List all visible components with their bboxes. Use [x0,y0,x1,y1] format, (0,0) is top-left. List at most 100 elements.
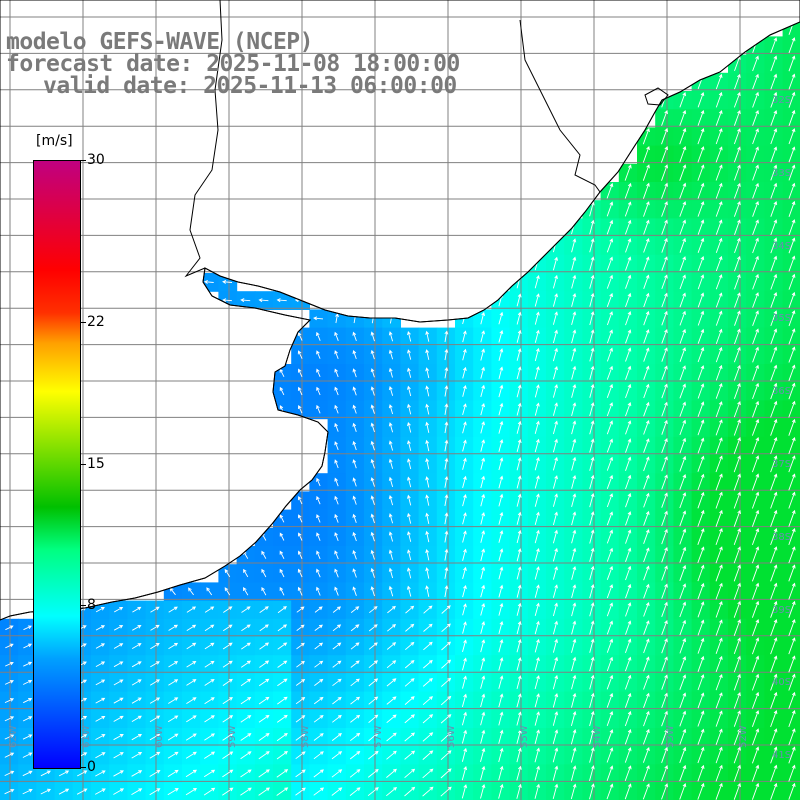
wind-arrow [770,619,778,637]
wind-arrow [589,583,595,599]
wind-arrow [480,511,486,525]
wind-arrow [441,623,451,633]
wind-arrow [534,620,540,635]
wind-arrow [295,678,306,686]
wind-arrow [407,458,412,470]
wind-arrow [589,347,595,362]
wind-arrow [534,693,540,708]
wind-arrow [279,586,285,596]
wind-arrow [661,728,668,745]
wind-arrow [715,582,723,600]
wind-arrow [751,655,760,673]
wind-arrow [313,751,324,760]
wind-arrow [350,642,360,650]
wind-arrow [697,328,705,344]
wind-arrow [204,624,215,632]
wind-arrow [352,513,357,523]
wind-arrow [480,457,486,470]
wind-arrow [752,146,759,163]
wind-arrow [295,769,306,778]
wind-arrow [76,788,88,795]
wind-arrow [715,437,723,454]
wind-arrow [751,637,760,655]
wind-arrow [679,455,687,472]
wind-arrow [679,546,687,563]
wind-arrow [113,643,124,649]
wind-arrow [715,364,723,381]
wind-arrow [386,714,397,724]
wind-arrow [132,606,142,613]
wind-arrow [606,529,614,544]
wind-arrow [279,532,285,541]
wind-arrow [204,697,215,705]
wind-arrow [589,402,595,417]
wind-arrow [552,692,559,708]
wind-arrow [313,733,324,741]
wind-arrow [462,548,467,561]
wind-arrow [388,476,394,488]
wind-arrow [480,530,486,543]
wind-arrow [480,311,486,325]
wind-arrow [185,787,197,796]
wind-arrow [370,567,375,578]
wind-arrow [334,550,339,560]
wind-arrow [770,382,778,400]
colorbar-tick-mark [80,463,86,465]
wind-arrow [770,746,778,764]
wind-arrow [715,201,723,217]
wind-arrow [516,439,522,453]
wind-arrow [679,310,686,326]
wind-arrow [571,365,577,380]
wind-arrow [571,329,577,344]
wind-arrow [404,750,416,760]
wind-arrow [368,714,379,723]
wind-arrow [571,493,577,508]
wind-arrow [480,693,486,708]
colorbar-tick-label: 22 [87,313,105,330]
wind-arrow [788,455,796,473]
wind-arrow [404,678,415,687]
wind-arrow [425,548,430,561]
wind-arrow [661,419,668,435]
wind-arrow [788,237,796,254]
wind-arrow [788,255,796,272]
wind-arrow [679,674,687,690]
wind-arrow [480,639,486,653]
wind-arrow [733,437,741,455]
wind-arrow [679,492,687,509]
wind-arrow [222,715,234,723]
wind-arrow [149,697,161,704]
wind-arrow [258,298,269,303]
wind-arrow [314,642,324,650]
wind-arrow [625,620,632,635]
wind-arrow [643,256,650,271]
wind-arrow [95,679,106,686]
wind-arrow [552,711,559,726]
wind-arrow [571,238,577,253]
wind-arrow [770,91,778,108]
wind-arrow [350,678,360,687]
wind-arrow [5,625,14,631]
wind-arrow [625,347,632,362]
wind-arrow [661,110,668,126]
wind-arrow [367,769,379,778]
wind-arrow [461,693,467,708]
wind-arrow [95,734,106,740]
wind-arrow [296,624,305,631]
border-line [184,0,223,278]
wind-arrow [770,328,778,345]
wind-arrow [770,273,778,290]
wind-arrow [167,788,179,796]
wind-arrow [462,621,467,634]
lon-label: 61W [81,725,92,748]
wind-arrow [407,385,412,397]
wind-arrow [625,565,632,581]
wind-arrow [23,698,33,704]
wind-arrow [751,509,760,527]
wind-arrow [697,164,705,181]
wind-arrow [534,638,540,653]
wind-arrow [661,164,669,181]
wind-arrow [405,623,415,632]
wind-arrow [23,679,33,685]
